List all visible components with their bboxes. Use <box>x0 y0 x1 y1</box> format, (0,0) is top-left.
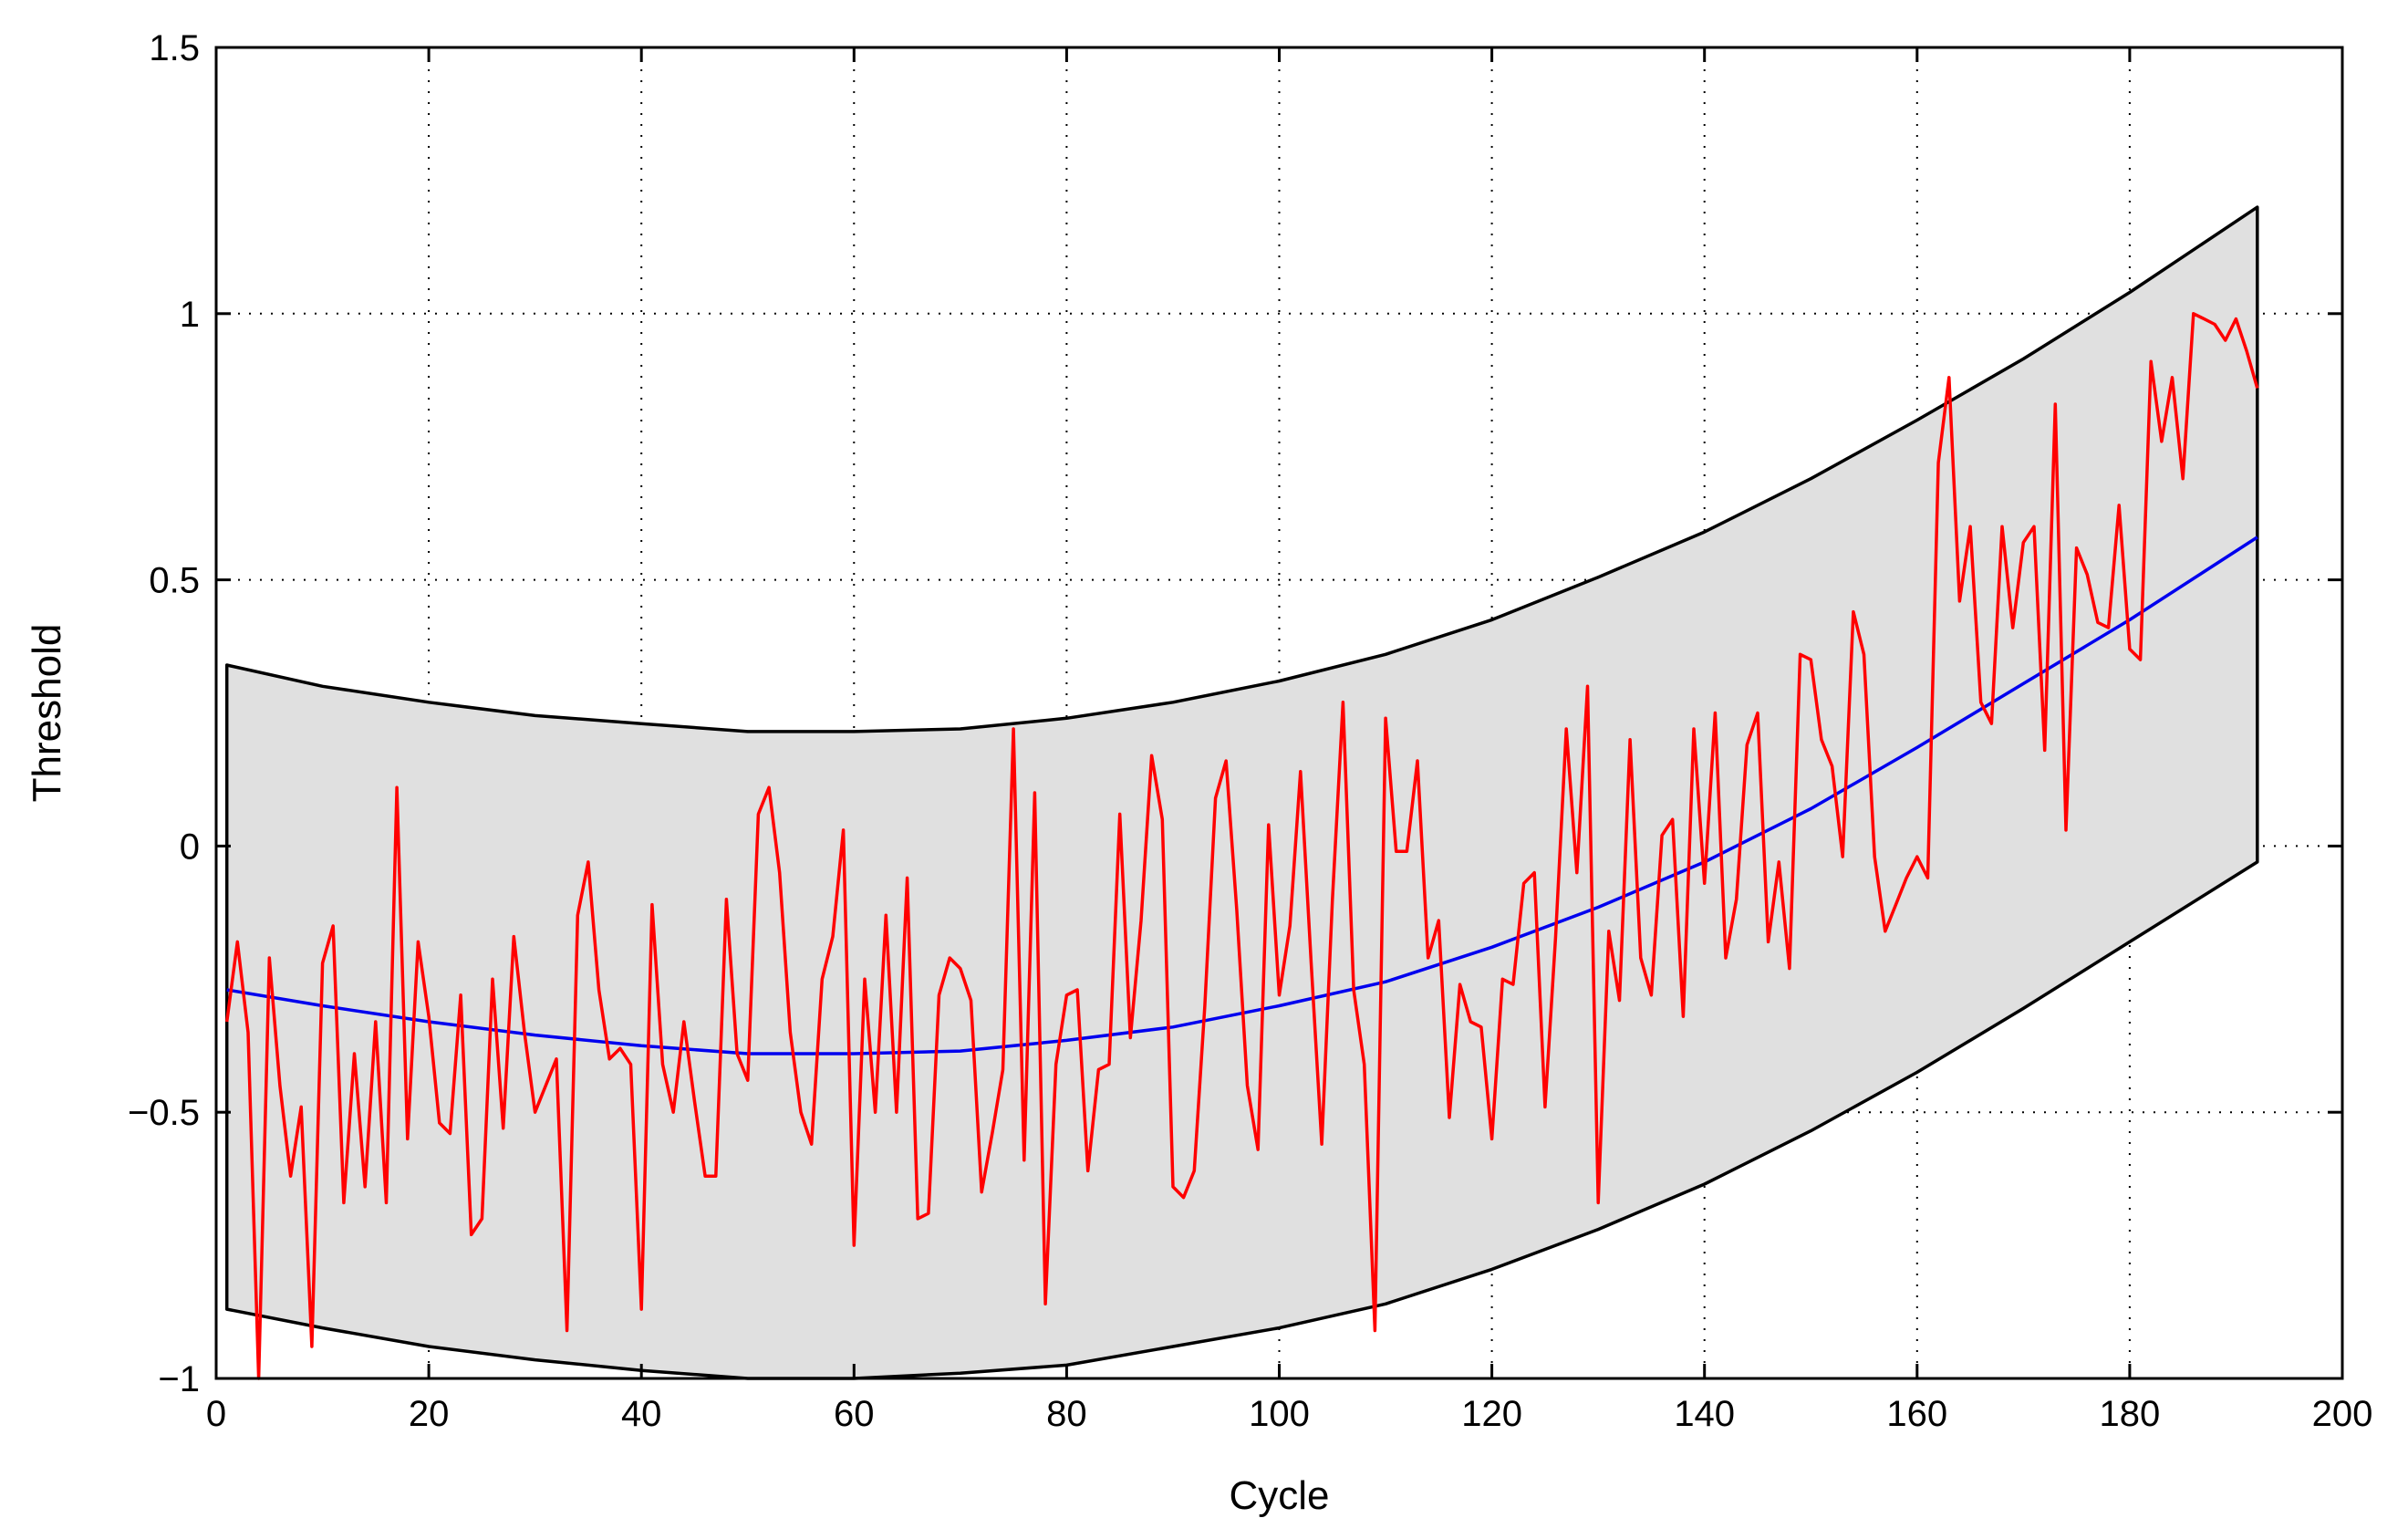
y-axis-label: Threshold <box>25 624 69 803</box>
x-tick-label: 120 <box>1461 1394 1522 1434</box>
x-tick-label: 0 <box>206 1394 226 1434</box>
y-tick-label: 0.5 <box>149 561 200 601</box>
x-axis-label: Cycle <box>1229 1473 1329 1518</box>
y-tick-label: 1.5 <box>149 28 200 68</box>
x-tick-label: 20 <box>409 1394 450 1434</box>
x-tick-label: 180 <box>2100 1394 2161 1434</box>
x-tick-label: 40 <box>621 1394 662 1434</box>
x-tick-label: 80 <box>1046 1394 1087 1434</box>
axis-ticks: 0 20 40 60 80 100 120 140 160 180 200 −1 −0.5 0 0.5 1 1.… <box>128 28 2372 1434</box>
y-tick-label: 1 <box>180 295 200 335</box>
x-tick-label: 140 <box>1674 1394 1735 1434</box>
y-tick-label: −0.5 <box>128 1093 200 1133</box>
fit-line <box>226 536 2258 1055</box>
x-tick-label: 100 <box>1249 1394 1310 1434</box>
y-tick-label: −1 <box>158 1359 200 1399</box>
y-tick-label: 0 <box>180 827 200 867</box>
x-tick-label: 60 <box>834 1394 875 1434</box>
observed-series <box>224 312 2259 1380</box>
observed-line-0 <box>224 312 2259 1380</box>
x-tick-label: 200 <box>2312 1394 2373 1434</box>
x-tick-label: 160 <box>1886 1394 1947 1434</box>
fit-curve <box>226 536 2258 1055</box>
